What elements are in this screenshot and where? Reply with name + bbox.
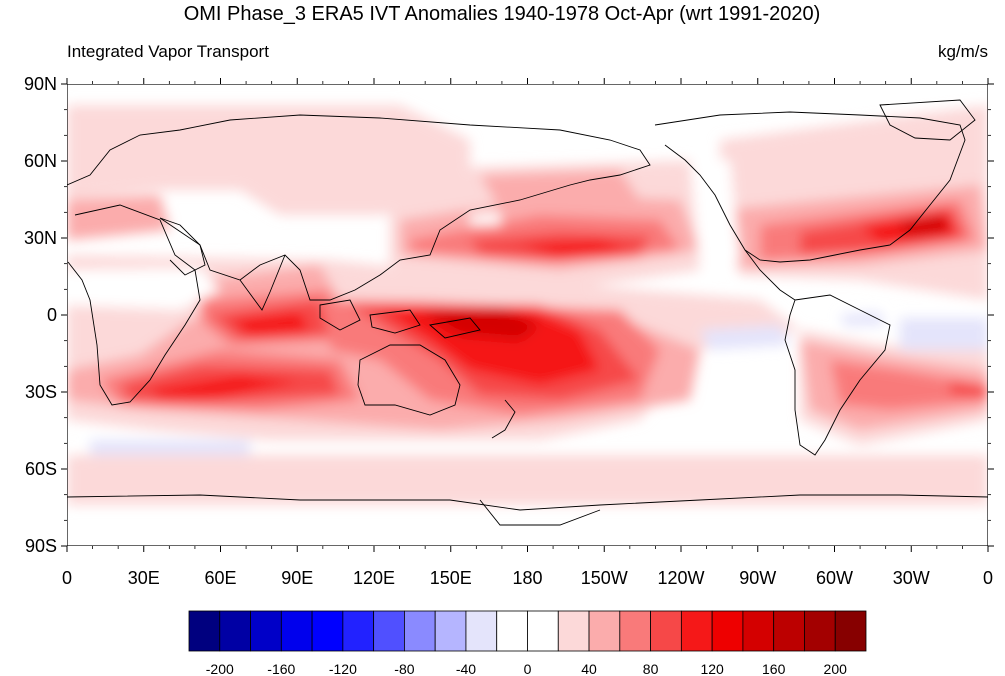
lon-tick-label: 60E: [204, 568, 236, 588]
colorbar-swatch: [434, 610, 467, 652]
variable-label: Integrated Vapor Transport: [67, 42, 269, 61]
colorbar-swatch: [311, 610, 344, 652]
lat-tick-label: 60N: [24, 151, 57, 171]
colorbar-label: 80: [643, 661, 659, 676]
lat-tick-label: 0: [47, 305, 57, 325]
colorbar-swatch: [773, 610, 805, 652]
colorbar-labels: -200 -160 -120 -80 -40 0 40 80 120 160 200: [206, 661, 847, 676]
colorbar-swatch: [742, 610, 775, 652]
units-label: kg/m/s: [938, 42, 988, 61]
colorbar-swatch: [250, 610, 282, 652]
lon-tick-label: 90E: [281, 568, 313, 588]
colorbar-swatch: [588, 610, 621, 652]
lat-tick-label: 90N: [24, 74, 57, 94]
colorbar-swatch: [711, 610, 744, 652]
lon-tick-label: 90W: [739, 568, 776, 588]
lat-tick-label: 90S: [25, 536, 57, 556]
lon-tick-label: 120W: [657, 568, 704, 588]
lon-tick-label: 30E: [128, 568, 160, 588]
colorbar-swatch: [219, 610, 251, 652]
colorbar-swatch: [465, 610, 498, 652]
coastlines: [67, 99, 988, 526]
colorbar-swatch: [834, 610, 867, 652]
lon-tick-label: 150E: [430, 568, 472, 588]
lon-tick-label: 60W: [816, 568, 853, 588]
colorbar-label: -40: [456, 661, 476, 676]
colorbar-swatch: [373, 610, 405, 652]
lon-tick-label: 30W: [893, 568, 930, 588]
colorbar-swatch: [804, 610, 836, 652]
colorbar-label: 200: [824, 661, 848, 676]
colorbar-swatch: [496, 610, 528, 652]
colorbar-swatch: [280, 610, 313, 652]
map-panel: [67, 84, 988, 546]
longitude-axis: 0 30E 60E 90E 120E 150E 180 150W 120W 90W 60W 30W 0: [62, 78, 993, 588]
lon-tick-label: 180: [512, 568, 542, 588]
colorbar-label: -200: [206, 661, 234, 676]
colorbar-swatch: [527, 610, 559, 652]
colorbar-label: 120: [700, 661, 724, 676]
colorbar-swatch: [619, 610, 651, 652]
colorbar-label: -120: [329, 661, 357, 676]
colorbar-swatch: [188, 610, 221, 652]
colorbar-label: -160: [267, 661, 295, 676]
colorbar-swatch: [650, 610, 682, 652]
colorbar-swatch: [557, 610, 590, 652]
colorbar-label: 0: [524, 661, 532, 676]
colorbar-swatch: [680, 610, 713, 652]
colorbar-swatch: [404, 610, 436, 652]
latitude-axis: 90N 60N 30N 0 30S 60S 90S: [24, 74, 994, 556]
colorbar-label: 40: [581, 661, 597, 676]
colorbar: [188, 610, 867, 652]
lon-tick-label: 150W: [581, 568, 628, 588]
lon-tick-label: 120E: [353, 568, 395, 588]
lat-tick-label: 30S: [25, 382, 57, 402]
colorbar-swatch: [342, 610, 375, 652]
colorbar-label: -80: [394, 661, 414, 676]
lat-tick-label: 30N: [24, 228, 57, 248]
lat-tick-label: 60S: [25, 459, 57, 479]
colorbar-label: 160: [762, 661, 786, 676]
lon-tick-label: 0: [62, 568, 72, 588]
figure-title: OMI Phase_3 ERA5 IVT Anomalies 1940-1978…: [184, 3, 821, 25]
lon-tick-label: 0: [983, 568, 993, 588]
